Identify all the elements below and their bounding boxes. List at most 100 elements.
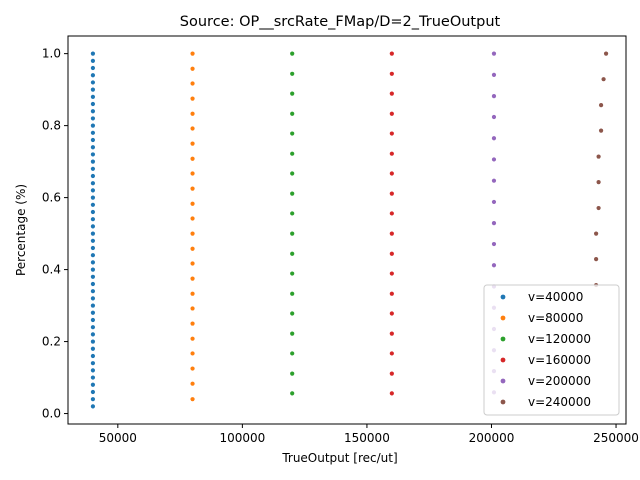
series-0-point-9: [90, 339, 96, 344]
series-2-point-11: [290, 171, 295, 176]
series-0-point-22: [90, 245, 96, 251]
series-0-point-10: [90, 332, 96, 337]
series-2-point-6: [290, 271, 295, 276]
series-0-point-49: [90, 51, 96, 56]
series-1-point-22: [190, 66, 195, 71]
legend-marker-0: [500, 294, 506, 300]
series-5-point-1: [594, 257, 599, 262]
series-1-point-8: [190, 276, 195, 281]
series-3-point-7: [389, 251, 394, 256]
series-0-point-37: [90, 137, 96, 143]
series-5-point-4: [596, 180, 601, 185]
series-2-point-0: [290, 391, 295, 396]
series-2-point-9: [290, 211, 295, 216]
series-3-point-1: [389, 371, 394, 376]
x-tick-label-2: 150000: [344, 431, 390, 445]
series-2-point-4: [290, 311, 295, 316]
series-0-point-30: [90, 188, 96, 193]
series-3-point-16: [389, 71, 394, 76]
series-0-point-18: [90, 274, 96, 279]
series-4-point-11: [491, 157, 497, 162]
series-5-point-7: [598, 103, 604, 108]
series-4-point-6: [491, 263, 497, 268]
series-5-point-2: [594, 231, 599, 236]
series-0-point-23: [90, 238, 96, 243]
x-tick-label-1: 100000: [219, 431, 265, 445]
legend-marker-5: [500, 399, 506, 405]
series-1-point-11: [190, 231, 195, 236]
series-2-point-7: [290, 251, 295, 256]
series-0-point-43: [90, 94, 96, 99]
series-4-point-8: [491, 221, 497, 226]
series-3-point-9: [389, 211, 394, 216]
series-0-point-20: [90, 260, 96, 265]
series-1-point-12: [190, 216, 195, 221]
series-0-point-33: [90, 166, 96, 171]
series-0-point-46: [90, 73, 96, 78]
series-3-point-12: [389, 151, 394, 156]
series-4-point-15: [491, 72, 497, 77]
x-tick-label-0: 50000: [99, 431, 137, 445]
series-3-point-3: [389, 331, 394, 336]
series-1-point-6: [190, 306, 195, 311]
y-tick-label-1: 0.2: [42, 335, 61, 349]
series-0-point-2: [90, 389, 96, 395]
series-2-point-10: [290, 191, 295, 196]
series-1-point-9: [190, 261, 195, 266]
series-0-point-26: [90, 217, 96, 222]
series-3-point-8: [389, 231, 394, 236]
series-1-point-2: [190, 366, 195, 371]
series-1-point-10: [190, 246, 195, 251]
series-2-point-13: [290, 131, 295, 136]
series-0-point-45: [90, 80, 96, 85]
series-5-point-9: [603, 51, 609, 56]
series-0-point-48: [90, 58, 96, 63]
series-3-point-10: [389, 191, 394, 196]
legend-marker-3: [500, 357, 506, 363]
series-1-point-17: [190, 141, 195, 146]
series-1-point-20: [190, 96, 195, 101]
legend-label-0: v=40000: [528, 290, 583, 304]
legend-marker-1: [500, 315, 506, 321]
series-0-point-36: [90, 145, 96, 150]
series-3-point-4: [389, 311, 394, 316]
series-0-point-17: [90, 281, 96, 287]
series-3-point-17: [389, 51, 394, 56]
series-4-point-12: [491, 136, 497, 141]
series-4-point-16: [491, 51, 497, 56]
plot-frame: [67, 35, 627, 425]
series-3-point-6: [389, 271, 394, 276]
series-0-point-16: [90, 289, 96, 294]
series-0-point-42: [90, 101, 96, 107]
series-0-point-19: [90, 267, 96, 272]
series-0-point-38: [90, 130, 96, 135]
legend-label-1: v=80000: [528, 311, 583, 325]
series-2-point-17: [290, 51, 295, 56]
series-1-point-3: [190, 351, 195, 356]
series-5-point-3: [596, 205, 601, 211]
series-2-point-5: [290, 291, 295, 296]
series-3-point-2: [389, 351, 394, 356]
series-1-point-7: [190, 291, 195, 296]
legend-marker-4: [500, 378, 506, 384]
legend-marker-2: [500, 336, 506, 342]
series-5-point-6: [598, 128, 604, 133]
legend-label-4: v=200000: [528, 374, 591, 388]
series-1-point-15: [190, 171, 195, 176]
legend-label-2: v=120000: [528, 332, 591, 346]
series-1-point-14: [190, 186, 195, 191]
series-0-point-21: [90, 253, 96, 258]
series-0-point-13: [90, 310, 96, 315]
series-0-point-6: [90, 361, 96, 366]
series-3-point-5: [389, 291, 394, 296]
series-0-point-35: [90, 152, 96, 157]
series-1-point-18: [190, 126, 195, 131]
legend-box: [483, 284, 620, 416]
series-1-point-1: [190, 381, 195, 386]
series-0-point-28: [90, 202, 96, 207]
y-tick-label-5: 1.0: [42, 47, 61, 61]
series-3-point-0: [389, 391, 394, 396]
series-1-point-23: [190, 51, 195, 56]
series-4-point-10: [491, 178, 497, 183]
